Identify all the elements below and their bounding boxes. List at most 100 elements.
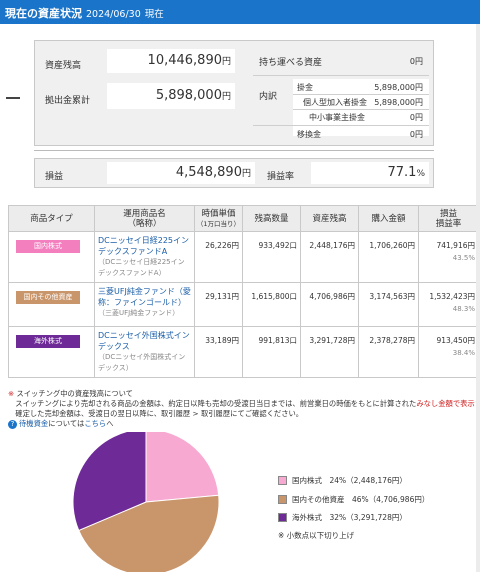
asset-number: 10,446,890	[147, 53, 222, 68]
pl-value: 741,916円	[436, 241, 475, 250]
contrib-value: 5,898,000円	[107, 83, 235, 109]
legend-item: 国内その他資産 46%（4,706,986円）	[278, 494, 429, 505]
legend-swatch	[278, 495, 287, 504]
table-header-row: 商品タイプ 運用商品名 （略称） 時価単価 （1万口当り） 残高数量 資産残高 購入…	[8, 205, 479, 232]
fund-abbr: （DCニッセイ日経225インデックスファンドA）	[98, 258, 185, 277]
asset-value: 10,446,890円	[107, 49, 235, 73]
gain-label: 損益	[45, 172, 64, 182]
header-text: 損益	[439, 208, 457, 219]
help-icon: ?	[8, 420, 17, 429]
rate-unit: %	[416, 169, 425, 179]
fund-cell[interactable]: 三菱UFJ純金ファンド（愛称：ファインゴールド） （三菱UFJ純金ファンド）	[94, 282, 195, 327]
asset-pie-chart	[72, 432, 220, 572]
divider	[253, 75, 429, 76]
breakdown-item-value: 5,898,000円	[374, 98, 423, 107]
fund-link[interactable]: 三菱UFJ純金ファンド（愛称：ファインゴールド）	[98, 287, 191, 307]
col-header: 購入金額	[358, 205, 419, 232]
contrib-unit: 円	[221, 92, 231, 102]
fund-link[interactable]: DCニッセイ日経225インデックスファンドA	[98, 236, 190, 256]
table-row: 海外株式 DCニッセイ外国株式インデックス （DCニッセイ外国株式インデックス） …	[8, 326, 479, 378]
pl-value: 913,450円	[436, 336, 475, 345]
legend-item: 海外株式 32%（3,291,728円）	[278, 512, 407, 523]
pl-cell: 1,532,423円 48.3%	[418, 282, 479, 327]
legend-swatch	[278, 513, 287, 522]
date-text: 2024/06/30	[86, 9, 141, 20]
gain-unit: 円	[241, 169, 251, 179]
qty-cell: 933,492口	[242, 231, 301, 283]
asset-label: 資産残高	[45, 61, 82, 71]
note-line: ※ スイッチング中の資産残高について	[8, 389, 478, 399]
portable-value: 0円	[409, 57, 423, 66]
breakdown-label: 内訳	[259, 92, 278, 102]
legend-text: 海外株式 32%（3,291,728円）	[292, 513, 407, 522]
asset-unit: 円	[221, 57, 231, 67]
pl-rate: 38.4%	[452, 349, 475, 357]
balance-cell: 2,448,176円	[300, 231, 359, 283]
price-cell: 29,131円	[194, 282, 243, 327]
type-cell: 海外株式	[8, 326, 95, 378]
qty-cell: 991,813口	[242, 326, 301, 378]
col-header: 時価単価 （1万口当り）	[194, 205, 243, 232]
divider	[293, 94, 429, 95]
contrib-number: 5,898,000	[155, 88, 222, 103]
type-badge: 海外株式	[16, 335, 80, 348]
gain-number: 4,548,890	[175, 165, 242, 180]
legend-text: 国内株式 24%（2,448,176円）	[292, 476, 407, 485]
price-cell: 26,226円	[194, 231, 243, 283]
header-text: 購入金額	[371, 213, 406, 224]
fund-abbr: （三菱UFJ純金ファンド）	[98, 309, 180, 317]
fund-cell[interactable]: DCニッセイ外国株式インデックス （DCニッセイ外国株式インデックス）	[94, 326, 195, 378]
here-link[interactable]: こちら	[84, 419, 107, 428]
portable-label: 持ち運べる資産	[259, 58, 323, 68]
fund-abbr: （DCニッセイ外国株式インデックス）	[98, 353, 186, 372]
breakdown-item-value: 0円	[409, 113, 423, 122]
breakdown-item-value: 5,898,000円	[374, 83, 423, 92]
note-text: 確定した売却金額は、受渡日の翌日以降に、取引履歴 > 取引履歴にてご確認ください…	[15, 409, 304, 418]
fund-cell[interactable]: DCニッセイ日経225インデックスファンドA （DCニッセイ日経225インデックス…	[94, 231, 195, 283]
page-title: 現在の資産状況	[5, 7, 82, 20]
gain-value: 4,548,890円	[107, 162, 255, 184]
purchase-cell: 1,706,260円	[358, 231, 419, 283]
table-row: 国内その他資産 三菱UFJ純金ファンド（愛称：ファインゴールド） （三菱UFJ純金…	[8, 282, 479, 327]
header-sub: （1万口当り）	[196, 219, 241, 228]
breakdown-item-label: 移換金	[297, 130, 321, 139]
fund-link[interactable]: DCニッセイ外国株式インデックス	[98, 331, 190, 351]
pl-cell: 741,916円 43.5%	[418, 231, 479, 283]
header-text: 残高数量	[254, 213, 289, 224]
now-label: 現在	[144, 9, 164, 20]
col-header: 損益 損益率	[418, 205, 479, 232]
col-header: 残高数量	[242, 205, 301, 232]
pl-rate: 43.5%	[452, 254, 475, 262]
vertical-scrollbar[interactable]	[476, 24, 480, 572]
chart-footnote: ※ 小数点以下切り上げ	[278, 531, 355, 540]
note-mark: ※	[8, 389, 15, 398]
pie-slice-1	[78, 494, 220, 572]
price-cell: 33,189円	[194, 326, 243, 378]
notes: ※ スイッチング中の資産残高について スイッチングにより売却される商品の金額は、…	[8, 389, 478, 429]
bracket-line	[6, 97, 20, 99]
divider	[293, 109, 429, 110]
divider	[253, 125, 429, 126]
standby-funds-link[interactable]: 待機資金	[19, 419, 49, 428]
col-header: 運用商品名 （略称）	[94, 205, 195, 232]
pie-slice-2	[72, 432, 147, 532]
page-header: 現在の資産状況 2024/06/30 現在	[0, 0, 480, 24]
type-cell: 国内その他資産	[8, 282, 95, 327]
balance-cell: 3,291,728円	[300, 326, 359, 378]
col-header: 商品タイプ	[8, 205, 95, 232]
as-of-date: 2024/06/30 現在	[86, 6, 164, 20]
rate-value: 77.1%	[311, 162, 429, 184]
pl-cell: 913,450円 38.4%	[418, 326, 479, 378]
rate-label: 損益率	[267, 172, 295, 182]
pie-slice-0	[145, 432, 220, 503]
breakdown-item-value: 0円	[409, 130, 423, 139]
note-text: については	[48, 419, 85, 428]
type-badge: 国内株式	[16, 240, 80, 253]
rate-number: 77.1	[387, 165, 417, 180]
balance-cell: 4,706,986円	[300, 282, 359, 327]
note-text: へ	[106, 419, 114, 428]
type-badge: 国内その他資産	[16, 291, 80, 304]
legend-item: 国内株式 24%（2,448,176円）	[278, 475, 407, 486]
legend-text: 国内その他資産 46%（4,706,986円）	[292, 495, 430, 504]
purchase-cell: 2,378,278円	[358, 326, 419, 378]
